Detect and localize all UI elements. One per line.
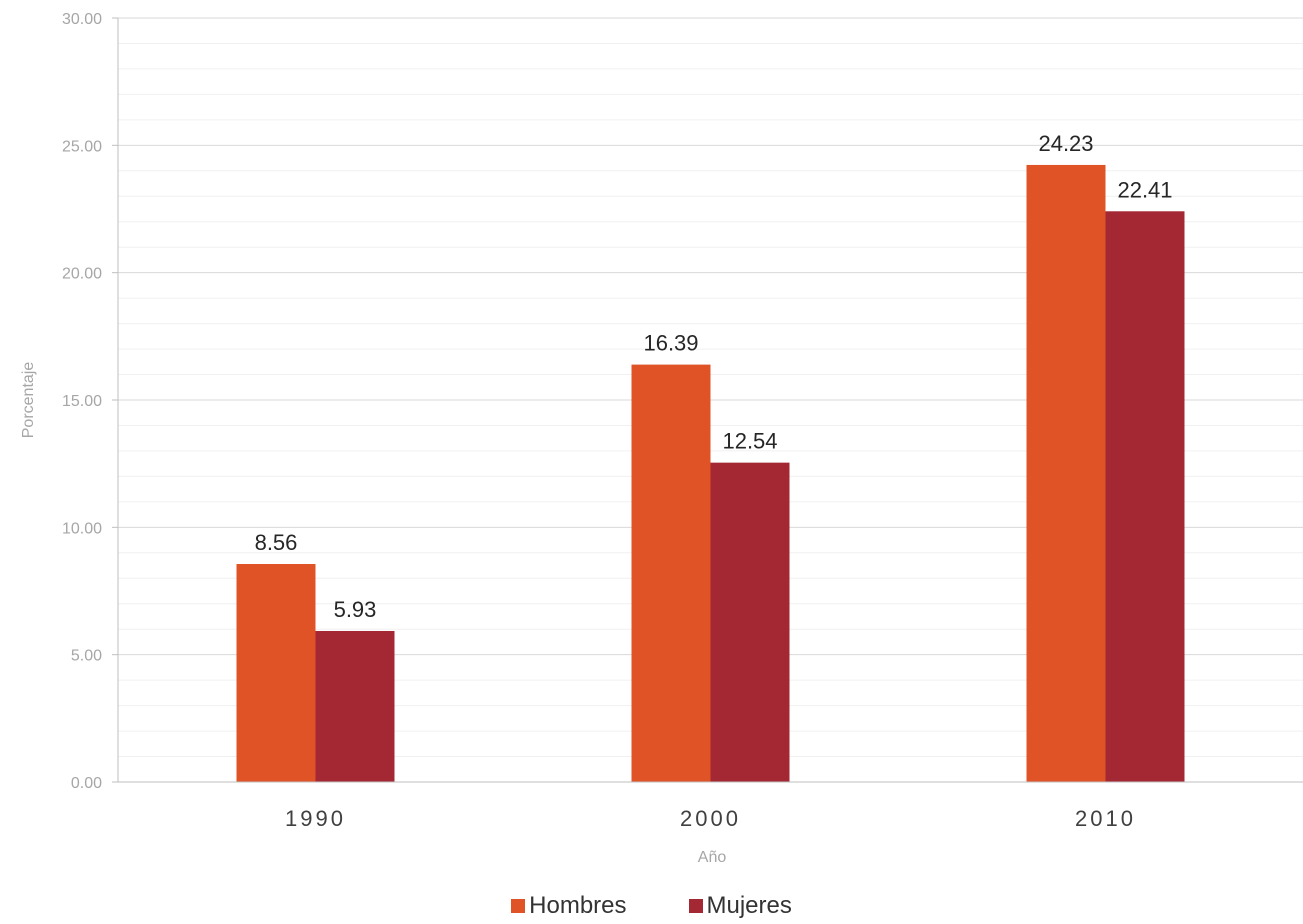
bar-hombres-1990 — [236, 564, 316, 782]
x-tick-label: 2010 — [1075, 806, 1136, 831]
bar-hombres-2000 — [631, 364, 711, 782]
legend-item-hombres: Hombres — [511, 892, 627, 920]
data-label: 24.23 — [1038, 131, 1093, 156]
bar-mujeres-1990 — [315, 630, 395, 782]
data-label: 8.56 — [255, 530, 298, 555]
legend-label-hombres: Hombres — [529, 892, 627, 919]
bar-hombres-2010 — [1026, 164, 1106, 782]
x-tick-label: 2000 — [680, 806, 741, 831]
bars: 8.56 5.93 16.39 12.54 24.23 22.41 — [236, 131, 1185, 783]
x-axis: 1990 2000 2010 — [112, 781, 1303, 831]
x-axis-title: Año — [698, 849, 727, 866]
legend: Hombres Mujeres — [0, 892, 1303, 920]
y-axis-title: Porcentaje — [20, 362, 37, 439]
data-label: 5.93 — [334, 597, 377, 622]
y-tick-label: 20.00 — [62, 266, 102, 283]
data-label: 12.54 — [722, 429, 777, 454]
legend-item-mujeres: Mujeres — [688, 892, 792, 920]
legend-swatch-mujeres — [688, 899, 703, 913]
legend-swatch-hombres — [511, 899, 526, 913]
y-tick-label: 30.00 — [62, 11, 102, 28]
y-tick-label: 0.00 — [71, 775, 102, 792]
y-tick-label: 25.00 — [62, 138, 102, 155]
data-label: 16.39 — [643, 331, 698, 356]
bar-mujeres-2000 — [710, 462, 790, 782]
y-tick-label: 15.00 — [62, 393, 102, 410]
data-label: 22.41 — [1117, 177, 1172, 202]
legend-label-mujeres: Mujeres — [706, 892, 792, 919]
y-tick-label: 5.00 — [71, 648, 102, 665]
x-tick-label: 1990 — [285, 806, 346, 831]
y-axis: 0.00 5.00 10.00 15.00 20.00 25.00 30.00 — [62, 11, 119, 792]
bar-mujeres-2010 — [1105, 211, 1185, 783]
y-tick-label: 10.00 — [62, 520, 102, 537]
